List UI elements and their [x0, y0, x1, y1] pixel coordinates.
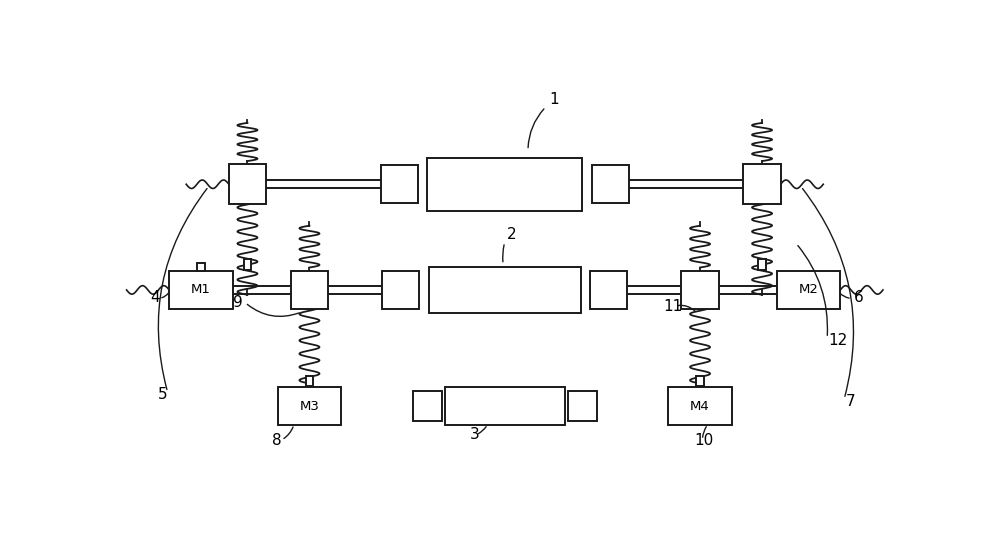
Bar: [592, 165, 629, 203]
Bar: [743, 164, 781, 204]
Bar: [445, 387, 565, 425]
Text: 10: 10: [695, 434, 714, 449]
Bar: [291, 271, 328, 309]
Text: 4: 4: [150, 290, 159, 305]
Bar: [229, 164, 266, 204]
Bar: [681, 271, 719, 309]
Text: 6: 6: [854, 290, 863, 305]
Bar: [590, 271, 627, 309]
Text: 2: 2: [507, 227, 517, 242]
Bar: [382, 271, 419, 309]
Text: M3: M3: [300, 400, 319, 413]
Bar: [278, 387, 341, 425]
Text: 11: 11: [664, 299, 683, 314]
Bar: [427, 158, 582, 211]
Bar: [758, 259, 766, 270]
Bar: [429, 267, 581, 313]
Text: M1: M1: [191, 283, 211, 296]
Bar: [244, 259, 251, 270]
Text: 8: 8: [272, 434, 282, 449]
Bar: [568, 391, 597, 421]
Text: 9: 9: [234, 295, 243, 310]
Bar: [696, 376, 704, 386]
Text: M2: M2: [799, 283, 818, 296]
Text: 1: 1: [550, 92, 559, 107]
Text: M4: M4: [690, 400, 710, 413]
Text: 5: 5: [158, 387, 167, 402]
Text: 3: 3: [470, 427, 480, 442]
Bar: [381, 165, 418, 203]
Bar: [169, 271, 233, 309]
Bar: [197, 264, 205, 271]
Bar: [777, 271, 840, 309]
Text: 7: 7: [846, 394, 855, 409]
Bar: [413, 391, 442, 421]
Text: 12: 12: [829, 333, 848, 348]
Bar: [668, 387, 732, 425]
Bar: [306, 376, 313, 386]
